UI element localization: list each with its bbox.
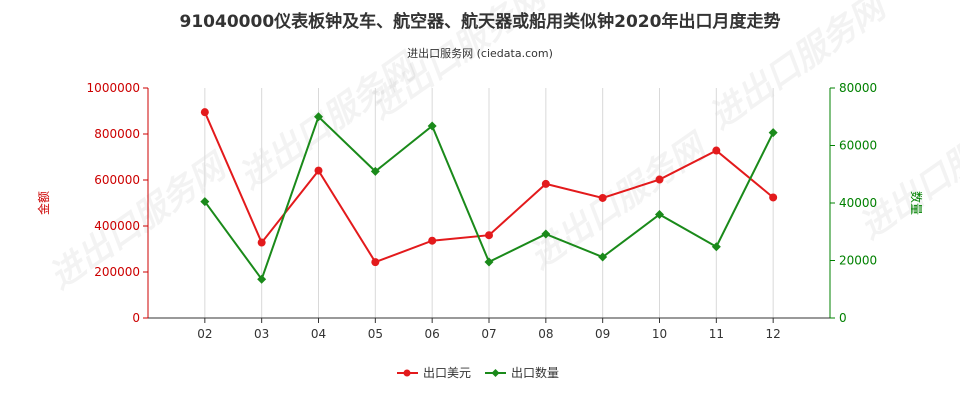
data-point-export-usd [598,193,607,202]
x-tick-label: 07 [481,327,496,341]
left-tick-label: 400000 [94,219,140,233]
data-point-export-qty [484,257,494,267]
x-tick-label: 11 [709,327,724,341]
right-tick-label: 40000 [839,196,877,210]
x-tick-label: 08 [538,327,553,341]
x-tick-label: 05 [368,327,383,341]
data-point-export-qty [257,274,267,284]
data-point-export-qty [314,112,323,122]
data-point-export-usd [371,258,380,267]
left-tick-label: 600000 [94,173,140,187]
data-point-export-qty [711,242,721,252]
watermark-layer: 进出口服务网进出口服务网进出口服务网进出口服务网进出口服务网进出口服务网 [42,0,960,297]
data-point-export-usd [541,179,550,188]
right-axis-ticks: 0 20000 40000 60000 80000 [830,81,877,325]
right-tick-label: 60000 [839,139,877,153]
data-point-export-usd [769,193,778,202]
data-point-export-usd [257,238,266,247]
watermark-text: 进出口服务网 [852,95,960,248]
x-axis-ticks: 02 03 04 05 06 07 08 09 10 11 12 [197,318,781,341]
data-point-export-usd [712,146,721,155]
right-tick-label: 80000 [839,81,877,95]
grid-lines [204,88,774,318]
right-tick-label: 0 [839,311,847,325]
data-point-export-usd [200,108,209,117]
data-point-export-qty [427,121,437,131]
x-tick-label: 12 [766,327,781,341]
data-point-export-qty [370,166,380,176]
data-point-export-usd [655,175,664,184]
data-point-export-qty [541,229,551,239]
legend-item-export-usd[interactable]: 出口美元 [397,366,471,380]
legend-marker-export-usd [403,369,411,377]
x-tick-label: 04 [311,327,326,341]
x-tick-label: 09 [595,327,610,341]
legend-label-export-usd: 出口美元 [423,366,471,380]
watermark-text: 进出口服务网 [522,125,716,278]
left-tick-label: 0 [132,311,140,325]
left-tick-label: 200000 [94,265,140,279]
x-tick-label: 06 [425,327,440,341]
legend-item-export-qty[interactable]: 出口数量 [485,365,559,380]
left-tick-label: 1000000 [87,81,140,95]
right-axis-label: 数量 [909,191,924,215]
left-tick-label: 800000 [94,127,140,141]
legend: 出口美元 出口数量 [397,365,559,380]
data-point-export-qty [655,210,664,219]
data-point-export-qty [200,197,210,207]
data-point-export-qty [598,252,608,262]
data-point-export-usd [428,236,437,245]
left-axis-label: 金额 [36,191,51,215]
data-point-export-usd [485,231,493,240]
chart-subtitle: 进出口服务网 (ciedata.com) [407,46,553,60]
data-point-export-usd [314,166,323,175]
x-tick-label: 03 [254,327,269,341]
data-point-export-qty [768,128,778,138]
chart-title: 91040000仪表板钟及车、航空器、航天器或船用类似钟2020年出口月度走势 [180,11,781,32]
right-tick-label: 20000 [839,254,877,268]
legend-marker-export-qty [491,369,500,377]
x-tick-label: 02 [197,327,212,341]
left-axis-ticks: 0 200000 400000 600000 800000 1000000 [87,81,148,325]
series-layer [200,108,778,284]
legend-label-export-qty: 出口数量 [511,365,559,380]
x-tick-label: 10 [652,327,667,341]
